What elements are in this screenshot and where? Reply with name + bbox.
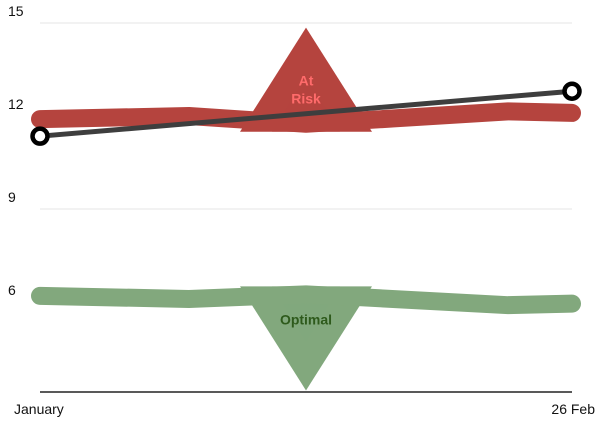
band-label: Risk xyxy=(291,91,321,107)
band-label: At xyxy=(299,73,314,89)
tick-labels: 6 9 12 15 January 26 Feb xyxy=(8,3,595,417)
y-tick-label: 15 xyxy=(8,3,24,19)
x-tick-label: 26 Feb xyxy=(551,401,595,417)
series-lines xyxy=(30,81,582,146)
band-line xyxy=(31,285,581,315)
series-point xyxy=(562,81,582,101)
x-tick-label: January xyxy=(14,401,64,417)
y-tick-label: 6 xyxy=(8,282,16,298)
band-line xyxy=(31,102,581,133)
y-tick-label: 9 xyxy=(8,189,16,205)
band-at-risk: At Risk xyxy=(31,27,581,133)
series-path xyxy=(37,88,575,139)
range-bands: At Risk Optimal xyxy=(31,27,581,391)
series-point xyxy=(30,126,50,146)
band-optimal: Optimal xyxy=(31,285,581,391)
band-label: Optimal xyxy=(280,311,332,327)
series-line xyxy=(30,81,582,146)
y-tick-label: 12 xyxy=(8,96,24,112)
